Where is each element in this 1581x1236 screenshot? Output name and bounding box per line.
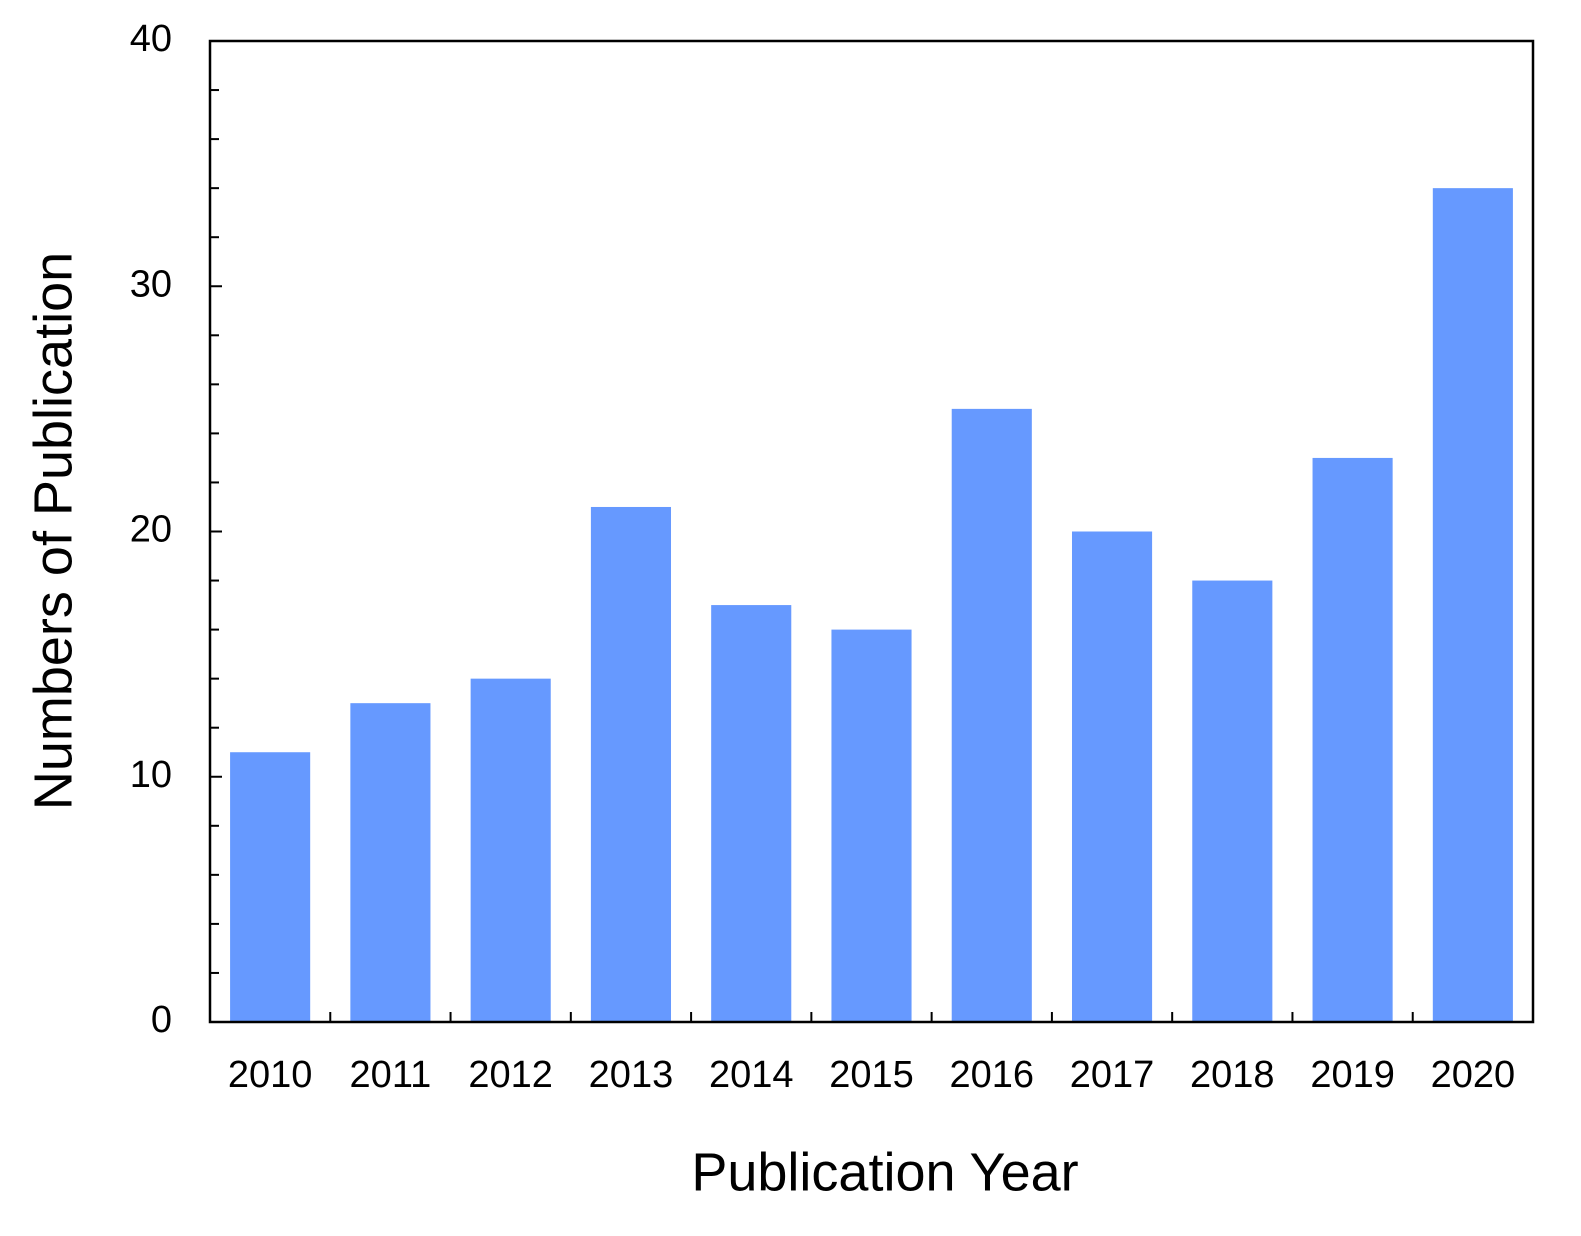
x-tick-label: 2019	[1310, 1054, 1395, 1096]
x-tick-label: 2016	[949, 1054, 1034, 1096]
y-axis-title: Numbers of Publication	[23, 252, 83, 810]
bar	[230, 752, 311, 1022]
y-tick-label: 30	[130, 263, 172, 305]
bar	[831, 629, 912, 1022]
x-tick-label: 2020	[1431, 1054, 1516, 1096]
bar	[951, 408, 1032, 1022]
plot-frame	[208, 39, 1535, 1024]
bar	[590, 506, 672, 1023]
x-tick-label: 2013	[589, 1054, 674, 1096]
bar	[1071, 531, 1153, 1022]
x-tick-label: 2018	[1190, 1054, 1275, 1096]
x-tick-label: 2010	[228, 1054, 313, 1096]
bar	[470, 678, 551, 1022]
x-tick-label: 2014	[709, 1054, 794, 1096]
y-tick-label: 40	[130, 18, 172, 60]
x-tick-label: 2011	[350, 1054, 432, 1096]
x-tick-label: 2012	[468, 1054, 553, 1096]
bar	[350, 703, 431, 1022]
bar	[1312, 457, 1393, 1022]
bar	[711, 605, 792, 1022]
y-tick-label: 0	[151, 999, 172, 1041]
x-axis-title: Publication Year	[691, 1142, 1078, 1202]
y-tick-label: 10	[130, 754, 172, 796]
x-tick-label: 2015	[829, 1054, 914, 1096]
bar	[1192, 580, 1273, 1022]
bar	[1432, 188, 1513, 1022]
y-tick-label: 20	[130, 509, 172, 551]
x-tick-label: 2017	[1070, 1054, 1155, 1096]
